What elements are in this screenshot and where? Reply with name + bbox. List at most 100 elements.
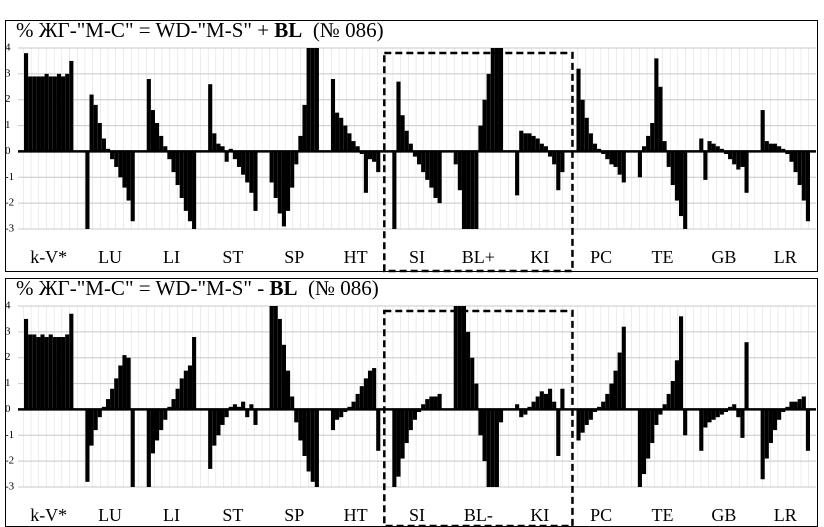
bar	[339, 117, 344, 152]
bar	[400, 115, 405, 152]
bar	[32, 334, 37, 410]
bar	[715, 409, 720, 418]
bar	[220, 409, 225, 425]
bar	[552, 151, 557, 165]
group-label: BL-	[464, 505, 493, 525]
bar	[457, 306, 462, 410]
bar	[277, 318, 282, 410]
group-label: PC	[590, 247, 612, 267]
bar	[167, 151, 172, 160]
bar	[478, 409, 483, 436]
title-part: % ЖГ-"M-C" = WD-"M-S" +	[16, 18, 274, 42]
bar	[666, 393, 671, 410]
bar	[306, 48, 311, 152]
y-tick-label: -2	[5, 455, 14, 467]
group-label: SP	[284, 505, 304, 525]
bar	[552, 401, 557, 410]
bar	[453, 306, 458, 410]
bar	[548, 151, 553, 157]
bar	[408, 143, 413, 152]
bar	[52, 76, 57, 152]
bar	[236, 151, 242, 167]
bar	[470, 357, 475, 410]
bar	[683, 151, 688, 229]
group-label: LR	[774, 505, 797, 525]
bar	[159, 135, 164, 152]
group-label: TE	[652, 505, 674, 525]
chart-title: % ЖГ-"M-C" = WD-"M-S" + BL (№ 086)	[16, 18, 384, 42]
bar	[723, 151, 729, 155]
bar	[650, 409, 655, 444]
title-part: (№ 086)	[302, 18, 383, 42]
group-label: KI	[530, 505, 549, 525]
bar	[122, 151, 127, 188]
y-tick-label: 1	[5, 119, 11, 131]
bar	[482, 409, 487, 462]
bar	[69, 313, 74, 410]
bar	[621, 151, 626, 183]
bar	[175, 151, 180, 186]
bar	[580, 99, 585, 152]
bar	[281, 151, 286, 227]
bar	[36, 76, 41, 152]
bar	[114, 378, 119, 410]
bar	[470, 151, 475, 229]
bar	[707, 141, 712, 152]
bar	[175, 388, 180, 410]
bar	[584, 117, 589, 152]
bar	[764, 141, 769, 152]
bar	[228, 148, 233, 152]
group-label: LU	[98, 247, 122, 267]
chart-title: % ЖГ-"M-C" = WD-"M-S" - BL (№ 086)	[16, 276, 379, 300]
bar	[617, 151, 622, 175]
bar	[605, 393, 610, 410]
bar	[163, 146, 168, 152]
bar	[576, 409, 581, 441]
bar	[674, 360, 679, 410]
bar	[343, 125, 348, 152]
bar	[24, 53, 29, 152]
bar	[556, 151, 561, 191]
bar	[277, 151, 282, 214]
group-label: ST	[222, 247, 243, 267]
bar	[52, 337, 57, 410]
bar	[683, 409, 688, 436]
y-tick-label: 0	[5, 145, 11, 157]
bar	[302, 409, 307, 456]
bar	[118, 365, 123, 410]
group-label: KI	[530, 247, 549, 267]
bar	[453, 151, 458, 165]
y-tick-label: 3	[5, 67, 11, 79]
bar	[764, 409, 769, 459]
bar	[781, 148, 786, 152]
bar	[339, 409, 344, 418]
bar	[474, 383, 479, 410]
bar	[187, 365, 193, 410]
bar	[310, 48, 315, 152]
bar	[433, 396, 438, 410]
bar	[241, 151, 246, 175]
bar	[527, 406, 532, 410]
group-label: HT	[344, 505, 368, 525]
bar	[781, 409, 786, 413]
bar	[236, 406, 242, 410]
bar	[212, 133, 217, 152]
bar	[281, 344, 286, 410]
y-tick-label: 0	[5, 403, 11, 415]
bar	[245, 151, 250, 183]
bar	[744, 151, 749, 193]
bar	[605, 151, 610, 160]
bar	[588, 409, 593, 420]
plot-grid	[18, 306, 816, 487]
y-tick-label: 1	[5, 377, 11, 389]
bar	[703, 151, 708, 180]
bar	[359, 151, 364, 155]
bar	[613, 151, 618, 167]
bar	[772, 143, 778, 152]
bar	[482, 99, 487, 152]
bar	[421, 151, 426, 173]
bar	[490, 48, 495, 152]
bar	[273, 306, 278, 410]
bar	[44, 73, 49, 152]
group-label: GB	[711, 247, 736, 267]
